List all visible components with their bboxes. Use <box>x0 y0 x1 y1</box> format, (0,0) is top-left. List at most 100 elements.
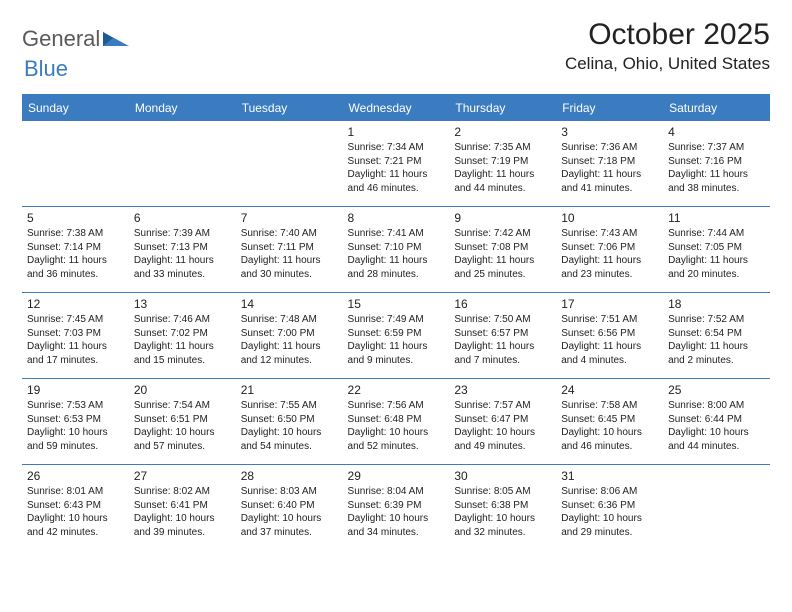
calendar-cell: 11Sunrise: 7:44 AMSunset: 7:05 PMDayligh… <box>663 207 770 293</box>
sunset-text: Sunset: 6:44 PM <box>668 413 765 427</box>
day-number: 17 <box>561 296 658 312</box>
sunset-text: Sunset: 6:54 PM <box>668 327 765 341</box>
day-number: 21 <box>241 382 338 398</box>
sunset-text: Sunset: 7:18 PM <box>561 155 658 169</box>
daylight-text: Daylight: 11 hours and 33 minutes. <box>134 254 231 281</box>
sunset-text: Sunset: 6:38 PM <box>454 499 551 513</box>
sunrise-text: Sunrise: 7:39 AM <box>134 227 231 241</box>
calendar-cell: 5Sunrise: 7:38 AMSunset: 7:14 PMDaylight… <box>22 207 129 293</box>
daylight-text: Daylight: 11 hours and 46 minutes. <box>348 168 445 195</box>
sunset-text: Sunset: 7:16 PM <box>668 155 765 169</box>
daylight-text: Daylight: 11 hours and 9 minutes. <box>348 340 445 367</box>
sunrise-text: Sunrise: 7:55 AM <box>241 399 338 413</box>
daylight-text: Daylight: 10 hours and 57 minutes. <box>134 426 231 453</box>
day-header: Monday <box>129 95 236 121</box>
sunrise-text: Sunrise: 7:37 AM <box>668 141 765 155</box>
sunrise-text: Sunrise: 7:44 AM <box>668 227 765 241</box>
daylight-text: Daylight: 10 hours and 52 minutes. <box>348 426 445 453</box>
day-number: 1 <box>348 124 445 140</box>
day-number: 11 <box>668 210 765 226</box>
calendar-cell <box>663 465 770 551</box>
calendar-cell: 26Sunrise: 8:01 AMSunset: 6:43 PMDayligh… <box>22 465 129 551</box>
day-header: Sunday <box>22 95 129 121</box>
sunrise-text: Sunrise: 7:41 AM <box>348 227 445 241</box>
sunset-text: Sunset: 6:53 PM <box>27 413 124 427</box>
day-number: 29 <box>348 468 445 484</box>
sunrise-text: Sunrise: 7:36 AM <box>561 141 658 155</box>
logo: General <box>22 18 131 52</box>
day-header: Friday <box>556 95 663 121</box>
sunset-text: Sunset: 7:06 PM <box>561 241 658 255</box>
sunset-text: Sunset: 6:47 PM <box>454 413 551 427</box>
sunrise-text: Sunrise: 7:46 AM <box>134 313 231 327</box>
day-number: 24 <box>561 382 658 398</box>
sunset-text: Sunset: 6:59 PM <box>348 327 445 341</box>
daylight-text: Daylight: 10 hours and 42 minutes. <box>27 512 124 539</box>
sunset-text: Sunset: 6:40 PM <box>241 499 338 513</box>
daylight-text: Daylight: 11 hours and 2 minutes. <box>668 340 765 367</box>
sunrise-text: Sunrise: 8:05 AM <box>454 485 551 499</box>
calendar-row: 26Sunrise: 8:01 AMSunset: 6:43 PMDayligh… <box>22 465 770 551</box>
sunset-text: Sunset: 7:02 PM <box>134 327 231 341</box>
calendar-cell: 31Sunrise: 8:06 AMSunset: 6:36 PMDayligh… <box>556 465 663 551</box>
sunset-text: Sunset: 7:19 PM <box>454 155 551 169</box>
sunrise-text: Sunrise: 7:56 AM <box>348 399 445 413</box>
daylight-text: Daylight: 11 hours and 4 minutes. <box>561 340 658 367</box>
calendar-cell: 4Sunrise: 7:37 AMSunset: 7:16 PMDaylight… <box>663 121 770 207</box>
daylight-text: Daylight: 11 hours and 41 minutes. <box>561 168 658 195</box>
logo-flag-icon <box>103 28 129 51</box>
calendar-cell: 22Sunrise: 7:56 AMSunset: 6:48 PMDayligh… <box>343 379 450 465</box>
sunset-text: Sunset: 7:14 PM <box>27 241 124 255</box>
calendar-row: 19Sunrise: 7:53 AMSunset: 6:53 PMDayligh… <box>22 379 770 465</box>
daylight-text: Daylight: 11 hours and 38 minutes. <box>668 168 765 195</box>
daylight-text: Daylight: 11 hours and 15 minutes. <box>134 340 231 367</box>
sunset-text: Sunset: 6:48 PM <box>348 413 445 427</box>
sunset-text: Sunset: 7:11 PM <box>241 241 338 255</box>
daylight-text: Daylight: 10 hours and 49 minutes. <box>454 426 551 453</box>
sunset-text: Sunset: 7:10 PM <box>348 241 445 255</box>
daylight-text: Daylight: 11 hours and 12 minutes. <box>241 340 338 367</box>
daylight-text: Daylight: 10 hours and 46 minutes. <box>561 426 658 453</box>
daylight-text: Daylight: 10 hours and 34 minutes. <box>348 512 445 539</box>
daylight-text: Daylight: 10 hours and 44 minutes. <box>668 426 765 453</box>
day-number: 15 <box>348 296 445 312</box>
sunset-text: Sunset: 7:08 PM <box>454 241 551 255</box>
logo-text-blue: Blue <box>24 56 68 81</box>
calendar-cell: 7Sunrise: 7:40 AMSunset: 7:11 PMDaylight… <box>236 207 343 293</box>
calendar-cell: 28Sunrise: 8:03 AMSunset: 6:40 PMDayligh… <box>236 465 343 551</box>
daylight-text: Daylight: 10 hours and 32 minutes. <box>454 512 551 539</box>
day-header: Thursday <box>449 95 556 121</box>
sunrise-text: Sunrise: 7:34 AM <box>348 141 445 155</box>
sunset-text: Sunset: 7:21 PM <box>348 155 445 169</box>
sunrise-text: Sunrise: 7:38 AM <box>27 227 124 241</box>
day-number: 9 <box>454 210 551 226</box>
calendar-row: 12Sunrise: 7:45 AMSunset: 7:03 PMDayligh… <box>22 293 770 379</box>
month-title: October 2025 <box>565 18 770 52</box>
day-number: 13 <box>134 296 231 312</box>
sunset-text: Sunset: 6:41 PM <box>134 499 231 513</box>
sunrise-text: Sunrise: 7:40 AM <box>241 227 338 241</box>
calendar-table: Sunday Monday Tuesday Wednesday Thursday… <box>22 94 770 551</box>
sunrise-text: Sunrise: 7:52 AM <box>668 313 765 327</box>
calendar-cell: 2Sunrise: 7:35 AMSunset: 7:19 PMDaylight… <box>449 121 556 207</box>
day-number: 26 <box>27 468 124 484</box>
day-number: 30 <box>454 468 551 484</box>
calendar-cell: 20Sunrise: 7:54 AMSunset: 6:51 PMDayligh… <box>129 379 236 465</box>
daylight-text: Daylight: 11 hours and 36 minutes. <box>27 254 124 281</box>
calendar-cell: 27Sunrise: 8:02 AMSunset: 6:41 PMDayligh… <box>129 465 236 551</box>
day-number: 28 <box>241 468 338 484</box>
day-number: 6 <box>134 210 231 226</box>
day-number: 8 <box>348 210 445 226</box>
day-number: 22 <box>348 382 445 398</box>
calendar-cell: 19Sunrise: 7:53 AMSunset: 6:53 PMDayligh… <box>22 379 129 465</box>
sunrise-text: Sunrise: 8:06 AM <box>561 485 658 499</box>
day-number: 25 <box>668 382 765 398</box>
calendar-cell: 24Sunrise: 7:58 AMSunset: 6:45 PMDayligh… <box>556 379 663 465</box>
sunset-text: Sunset: 7:05 PM <box>668 241 765 255</box>
daylight-text: Daylight: 10 hours and 29 minutes. <box>561 512 658 539</box>
calendar-cell: 30Sunrise: 8:05 AMSunset: 6:38 PMDayligh… <box>449 465 556 551</box>
calendar-cell: 21Sunrise: 7:55 AMSunset: 6:50 PMDayligh… <box>236 379 343 465</box>
sunrise-text: Sunrise: 7:45 AM <box>27 313 124 327</box>
sunrise-text: Sunrise: 8:04 AM <box>348 485 445 499</box>
calendar-cell: 25Sunrise: 8:00 AMSunset: 6:44 PMDayligh… <box>663 379 770 465</box>
